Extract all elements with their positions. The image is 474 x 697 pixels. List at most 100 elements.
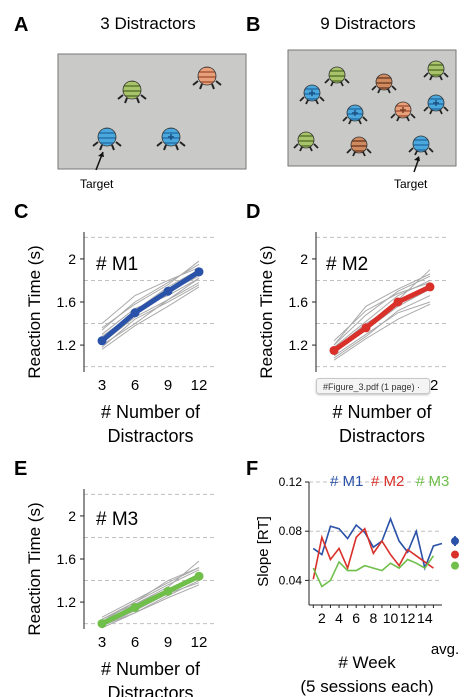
panel-letter-d: D <box>246 201 260 223</box>
pdf-tooltip: #Figure_3.pdf (1 page) · <box>316 378 430 394</box>
x-tick-label: 9 <box>164 634 172 651</box>
target-arrowhead-b <box>414 156 420 161</box>
target-label-a: Target <box>80 177 114 191</box>
data-point <box>194 267 204 277</box>
avg-marker <box>451 561 459 570</box>
stimulus-blue-cross <box>156 127 186 151</box>
scene-a-stimuli <box>92 66 222 151</box>
stimulus-blue <box>423 94 449 115</box>
avg-label: avg. <box>431 641 459 658</box>
data-point <box>97 619 107 629</box>
panel-letter-c: C <box>14 201 28 223</box>
data-point <box>130 308 140 318</box>
scene-a-background <box>57 53 247 170</box>
x-axis-title: (5 sessions each) <box>300 677 433 696</box>
x-tick-label: 9 <box>164 377 172 394</box>
series-line-m2 <box>332 284 432 353</box>
series-line-m1 <box>312 516 443 571</box>
stimulus-green <box>117 80 147 104</box>
stimulus-blue-target <box>92 127 122 151</box>
x-axis-title: # Number of <box>101 659 201 679</box>
stimulus-green <box>423 60 449 81</box>
session-line <box>333 275 431 346</box>
legend-label: # M1 <box>330 473 363 490</box>
chart-e: 1.2 1.6 2 3 6 9 12 # M3 Reaction Time (s) # Numbe… <box>25 489 214 697</box>
subject-label: # M2 <box>326 254 368 275</box>
avg-marker <box>451 550 459 559</box>
x-tick-label: 4 <box>335 610 343 626</box>
y-tick-label: 1.2 <box>57 594 77 610</box>
x-tick-label: 10 <box>383 610 399 626</box>
series-line-m2 <box>312 527 434 580</box>
session-line <box>333 303 431 361</box>
y-tick-label: 1.6 <box>57 294 77 310</box>
data-point <box>425 282 435 292</box>
stimulus-blue <box>299 84 325 105</box>
data-point <box>97 336 107 346</box>
y-tick-label: 2 <box>300 251 308 267</box>
x-tick-label: 12 <box>191 634 208 651</box>
panel-b-title: 9 Distractors <box>320 14 415 33</box>
subject-label: # M3 <box>96 509 138 530</box>
x-tick-label: 12 <box>191 377 208 394</box>
y-axis-title: Reaction Time (s) <box>25 245 44 378</box>
target-label-b: Target <box>394 177 428 191</box>
stimulus-brown <box>346 136 372 157</box>
x-axis-title: # Number of <box>101 402 201 422</box>
stimulus-green <box>324 66 350 87</box>
y-axis-title: Reaction Time (s) <box>25 502 44 635</box>
y-tick-label: 2 <box>68 508 76 524</box>
panel-letter-f: F <box>246 458 258 480</box>
y-tick-label: 1.2 <box>57 337 77 353</box>
data-point <box>163 286 173 296</box>
x-tick-label: 8 <box>369 610 377 626</box>
x-tick-label: 2 <box>318 610 326 626</box>
x-axis-title: # Number of <box>332 402 432 422</box>
panel-a-title: 3 Distractors <box>100 14 195 33</box>
x-tick-label: 6 <box>131 377 139 394</box>
y-tick-label: 1.2 <box>289 337 309 353</box>
chart-f: 0.04 0.08 0.12 2 4 6 8 10 12 14 # M1 # M2 # M3 Slope … <box>255 473 459 696</box>
charts-layer: 1.2 1.6 2 3 6 9 12 # M1 Reaction Time (s) # Numbe… <box>25 232 459 697</box>
stimulus-blue <box>342 104 368 125</box>
series-line-m3 <box>312 555 435 588</box>
x-tick-label: 6 <box>131 634 139 651</box>
session-line <box>101 286 200 350</box>
y-tick-label: 1.6 <box>57 551 77 567</box>
session-line <box>333 295 431 359</box>
stimulus-brown <box>371 73 397 94</box>
session-line <box>101 267 200 324</box>
y-axis-title: Slope [RT] <box>255 516 272 587</box>
stimulus-orange <box>390 101 416 122</box>
stimulus-blue-target <box>408 135 434 156</box>
chart-c: 1.2 1.6 2 3 6 9 12 # M1 Reaction Time (s) # Numbe… <box>25 232 214 446</box>
y-tick-label: 0.08 <box>279 524 303 538</box>
x-axis-title: Distractors <box>339 426 425 446</box>
stimulus-green <box>293 131 319 152</box>
session-line <box>101 282 200 346</box>
data-point <box>329 345 339 355</box>
stimulus-orange <box>192 66 222 90</box>
legend-label: # M3 <box>416 473 449 490</box>
x-tick-label: 14 <box>417 610 433 626</box>
session-line <box>101 584 200 627</box>
series-line-m1 <box>100 269 201 343</box>
data-point <box>194 571 204 581</box>
y-axis-title: Reaction Time (s) <box>257 245 276 378</box>
x-tick-label: 6 <box>352 610 360 626</box>
legend-label: # M2 <box>371 473 404 490</box>
y-tick-label: 0.04 <box>279 573 303 587</box>
session-line <box>101 284 200 348</box>
x-axis-title: Distractors <box>107 683 193 697</box>
panel-letter-a: A <box>14 14 28 36</box>
y-tick-label: 0.12 <box>279 475 303 489</box>
y-tick-label: 2 <box>68 251 76 267</box>
session-line <box>333 273 431 346</box>
session-line <box>101 567 200 622</box>
y-tick-label: 1.6 <box>289 294 309 310</box>
x-axis-title: # Week <box>338 653 396 672</box>
panel-letter-e: E <box>14 458 27 480</box>
panel-letter-b: B <box>246 14 260 36</box>
data-point <box>163 586 173 596</box>
